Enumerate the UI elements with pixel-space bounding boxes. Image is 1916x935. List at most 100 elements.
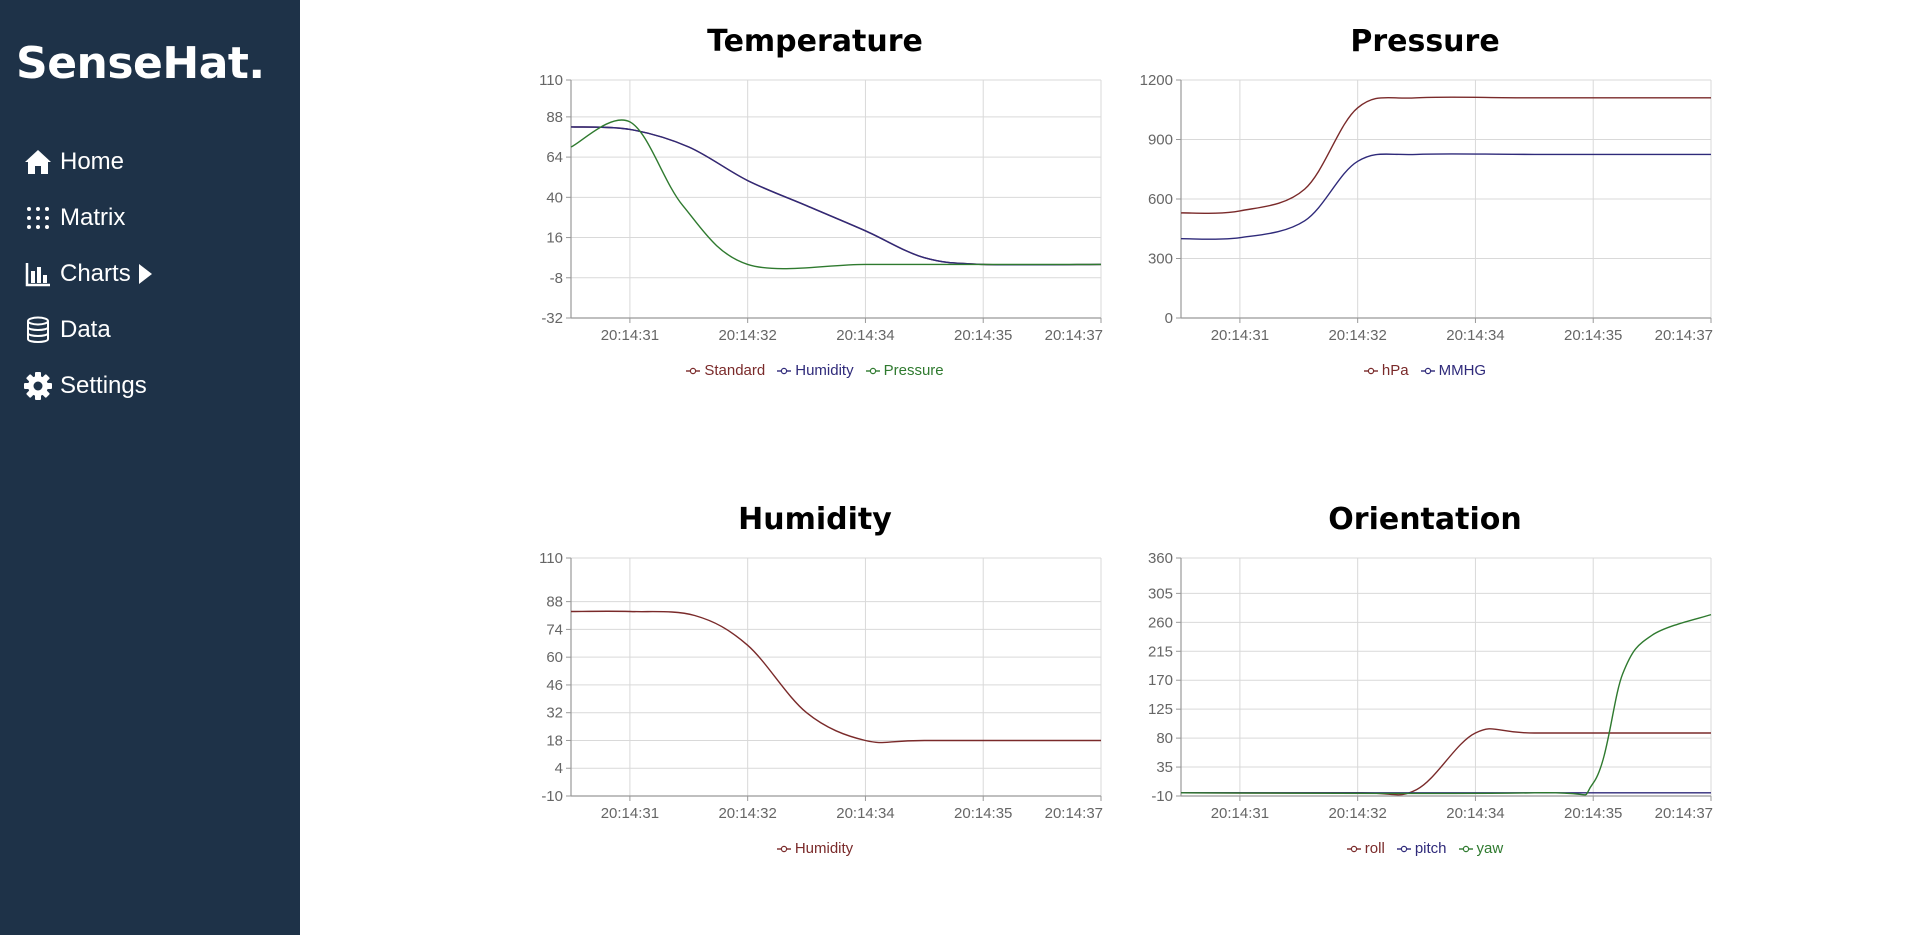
tick-label-y: 260	[1148, 614, 1173, 631]
tick-label-y: 40	[546, 189, 563, 206]
legend-marker-icon	[1420, 366, 1435, 376]
legend-item-pressure[interactable]: Pressure	[865, 362, 944, 379]
legend-item-mmhg[interactable]: MMHG	[1420, 362, 1486, 379]
legend-label: yaw	[1476, 840, 1504, 857]
tick-label-y: 1200	[1140, 72, 1173, 89]
tick-label-x: 20:14:34	[836, 805, 894, 822]
temperature-chart: -32 -8 16 40 64 88 110 20:14:31 20:14:32 20:14:34…	[539, 72, 1103, 344]
legend-item-roll[interactable]: roll	[1346, 840, 1385, 857]
home-icon	[22, 146, 54, 178]
sidebar-item-matrix[interactable]: Matrix	[22, 202, 153, 234]
tick-label-x: 20:14:32	[1328, 805, 1386, 822]
tick-label-x: 20:14:37	[1655, 805, 1713, 822]
tick-label-x: 20:14:31	[1211, 805, 1269, 822]
tick-label-y: 110	[539, 72, 563, 89]
tick-label-y: -10	[1151, 788, 1173, 805]
tick-label-y: 88	[546, 109, 563, 126]
legend-marker-icon	[1458, 844, 1473, 854]
chart-legend: Humidity	[525, 840, 1105, 857]
tick-label-y: 4	[555, 760, 563, 777]
sidebar-nav: Home Matrix Charts	[22, 146, 153, 426]
legend-marker-icon	[865, 366, 880, 376]
brand-logo[interactable]: SenseHat.	[16, 38, 265, 89]
chart-legend: hPa MMHG	[1135, 362, 1715, 379]
legend-item-yaw[interactable]: yaw	[1458, 840, 1504, 857]
pressure-chart: 0 300 600 900 1200 20:14:31 20:14:32 20:14:34 20…	[1140, 72, 1713, 344]
legend-marker-icon	[1396, 844, 1411, 854]
tick-label-y: -8	[550, 270, 563, 287]
tick-label-y: 35	[1156, 759, 1173, 776]
legend-item-humidity[interactable]: Humidity	[776, 840, 854, 857]
legend-label: hPa	[1381, 362, 1409, 379]
tick-label-x: 20:14:31	[601, 805, 659, 822]
database-icon	[22, 314, 54, 346]
gear-icon	[22, 370, 54, 402]
orientation-chart: -10 35 80 125 170 215 260 305 360 20:14:31 20:14:3…	[1148, 550, 1713, 822]
tick-label-x: 20:14:31	[1211, 327, 1269, 344]
tick-label-x: 20:14:34	[1446, 327, 1504, 344]
humidity-chart: -10 4 18 32 46 60 74 88 110 20:14:31 20:14:32 20:14…	[539, 550, 1103, 822]
legend-label: Standard	[704, 362, 766, 379]
sidebar-item-data[interactable]: Data	[22, 314, 153, 346]
tick-label-x: 20:14:37	[1655, 327, 1713, 344]
legend-label: Humidity	[795, 362, 854, 379]
series-line-humidity	[570, 610, 1101, 744]
tick-label-x: 20:14:37	[1045, 327, 1103, 344]
legend-item-pitch[interactable]: pitch	[1396, 840, 1447, 857]
pressure-chart-panel: Pressure 0 300 600 900 1200 20:14:31 20:14:32 2…	[1135, 22, 1715, 382]
chart-title: Temperature	[707, 24, 923, 59]
tick-label-y: 80	[1156, 730, 1173, 747]
legend-marker-icon	[1346, 844, 1361, 854]
tick-label-y: 64	[546, 149, 563, 166]
chart-legend: roll pitch yaw	[1135, 840, 1715, 857]
temperature-chart-panel: Temperature -32 -8 16 40 64 88 110 20:14:31 20:1…	[525, 22, 1105, 382]
tick-label-y: 170	[1148, 672, 1173, 689]
legend-marker-icon	[686, 366, 701, 376]
dots-grid-icon	[22, 202, 54, 234]
sidebar-item-label: Data	[60, 316, 111, 343]
sidebar-item-home[interactable]: Home	[22, 146, 153, 178]
series-line-roll	[1180, 728, 1711, 796]
tick-label-y: 16	[546, 230, 563, 247]
sidebar: SenseHat. Home Matrix	[0, 0, 300, 935]
sidebar-item-charts[interactable]: Charts	[22, 258, 153, 290]
series-line-mmhg	[1180, 153, 1711, 240]
tick-label-y: 305	[1148, 585, 1173, 602]
tick-label-x: 20:14:34	[1446, 805, 1504, 822]
orientation-chart-panel: Orientation -10 35 80 125 170 215 260 305 360 20:…	[1135, 500, 1715, 860]
tick-label-y: 18	[546, 732, 563, 749]
legend-marker-icon	[1363, 366, 1378, 376]
tick-label-y: -10	[541, 788, 563, 805]
tick-label-x: 20:14:32	[1328, 327, 1386, 344]
legend-item-standard[interactable]: Standard	[686, 362, 765, 379]
chart-title: Orientation	[1328, 502, 1522, 537]
tick-label-y: 60	[546, 649, 563, 666]
tick-label-y: 125	[1148, 701, 1173, 718]
tick-label-x: 20:14:34	[836, 327, 894, 344]
caret-right-icon	[137, 263, 153, 285]
sidebar-item-settings[interactable]: Settings	[22, 370, 153, 402]
tick-label-x: 20:14:35	[1564, 805, 1622, 822]
legend-label: Pressure	[883, 362, 944, 379]
sidebar-item-label: Charts	[60, 260, 131, 287]
legend-label: roll	[1364, 840, 1385, 857]
legend-item-humidity[interactable]: Humidity	[777, 362, 854, 379]
tick-label-x: 20:14:35	[954, 805, 1012, 822]
tick-label-y: 215	[1148, 643, 1173, 660]
tick-label-x: 20:14:32	[718, 327, 776, 344]
tick-label-y: 32	[546, 705, 563, 722]
tick-label-y: 600	[1148, 191, 1173, 208]
legend-label: pitch	[1414, 840, 1447, 857]
tick-label-y: 300	[1148, 251, 1173, 268]
tick-label-y: 88	[546, 594, 563, 611]
tick-label-x: 20:14:31	[601, 327, 659, 344]
humidity-chart-panel: Humidity -10 4 18 32 46 60 74 88 110 20:14:31 20:1…	[525, 500, 1105, 860]
sidebar-item-label: Matrix	[60, 204, 126, 231]
tick-label-x: 20:14:35	[1564, 327, 1622, 344]
chart-title: Pressure	[1350, 24, 1500, 59]
legend-item-hpa[interactable]: hPa	[1363, 362, 1409, 379]
sidebar-item-label: Home	[60, 148, 125, 175]
legend-label: Humidity	[794, 840, 854, 857]
series-line-pressure	[570, 119, 1101, 270]
series-line-yaw	[1180, 613, 1712, 796]
